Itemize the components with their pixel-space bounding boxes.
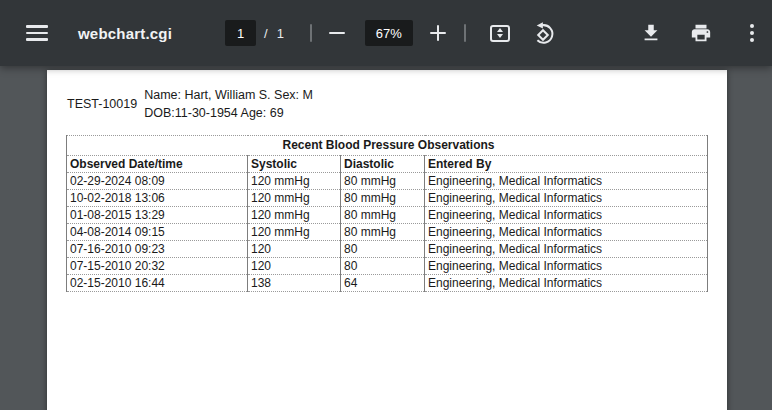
pdf-viewer-toolbar: webchart.cgi / 1 [0, 0, 772, 66]
table-header-row: Observed Date/time Systolic Diastolic En… [67, 156, 708, 173]
table-cell: Engineering, Medical Informatics [425, 275, 708, 292]
table-cell: Engineering, Medical Informatics [425, 207, 708, 224]
table-cell: 138 [248, 275, 341, 292]
page-zoom-controls: / 1 [225, 0, 560, 66]
table-cell: 120 mmHg [248, 224, 341, 241]
rotate-ccw-icon [532, 21, 556, 45]
table-cell: Engineering, Medical Informatics [425, 224, 708, 241]
toolbar-separator [310, 24, 312, 42]
zoom-level-input[interactable] [365, 20, 413, 46]
hamburger-icon [26, 25, 48, 41]
table-cell: 80 [341, 258, 425, 275]
table-cell: 120 mmHg [248, 173, 341, 190]
page-total: 1 [277, 26, 284, 41]
table-row: 01-08-2015 13:29120 mmHg80 mmHgEngineeri… [67, 207, 708, 224]
page-divider: / [264, 26, 268, 41]
table-body: 02-29-2024 08:09120 mmHg80 mmHgEngineeri… [67, 173, 708, 292]
document-title: webchart.cgi [78, 25, 172, 42]
more-options-button[interactable] [736, 18, 768, 48]
table-cell: 80 mmHg [341, 224, 425, 241]
table-cell: 80 [341, 241, 425, 258]
table-row: 04-08-2014 09:15120 mmHg80 mmHgEngineeri… [67, 224, 708, 241]
page-number-input[interactable] [225, 20, 256, 46]
table-row: 10-02-2018 13:06120 mmHg80 mmHgEngineeri… [67, 190, 708, 207]
table-cell: 02-15-2010 16:44 [67, 275, 248, 292]
rotate-button[interactable] [528, 17, 560, 49]
table-cell: Engineering, Medical Informatics [425, 241, 708, 258]
bp-observations-table: Recent Blood Pressure Observations Obser… [66, 135, 708, 292]
zoom-out-button[interactable] [325, 21, 349, 45]
table-cell: 01-08-2015 13:29 [67, 207, 248, 224]
table-cell: 120 [248, 241, 341, 258]
column-header-entered-by: Entered By [425, 156, 708, 173]
column-header-systolic: Systolic [248, 156, 341, 173]
more-vert-icon [740, 22, 764, 44]
table-row: 07-15-2010 20:3212080Engineering, Medica… [67, 258, 708, 275]
table-cell: Engineering, Medical Informatics [425, 190, 708, 207]
pdf-viewer-area[interactable]: TEST-10019 Name: Hart, William S. Sex: M… [0, 66, 772, 410]
table-row: 02-29-2024 08:09120 mmHg80 mmHgEngineeri… [67, 173, 708, 190]
table-cell: 80 mmHg [341, 207, 425, 224]
table-cell: Engineering, Medical Informatics [425, 258, 708, 275]
table-cell: 07-15-2010 20:32 [67, 258, 248, 275]
table-cell: 64 [341, 275, 425, 292]
fit-page-icon [490, 25, 510, 42]
table-cell: 80 mmHg [341, 173, 425, 190]
table-title: Recent Blood Pressure Observations [67, 136, 708, 156]
minus-icon [329, 32, 345, 34]
patient-dob-age: DOB:11-30-1954 Age: 69 [144, 104, 313, 122]
table-cell: 02-29-2024 08:09 [67, 173, 248, 190]
print-icon [690, 22, 712, 44]
toolbar-right-actions [636, 0, 768, 66]
toolbar-separator [464, 24, 466, 42]
print-button[interactable] [686, 18, 716, 48]
table-cell: 07-16-2010 09:23 [67, 241, 248, 258]
fit-to-page-button[interactable] [486, 21, 514, 46]
plus-icon [430, 25, 446, 41]
table-cell: 120 mmHg [248, 207, 341, 224]
table-cell: 120 mmHg [248, 190, 341, 207]
table-cell: 80 mmHg [341, 190, 425, 207]
column-header-observed: Observed Date/time [67, 156, 248, 173]
patient-header: TEST-10019 Name: Hart, William S. Sex: M… [67, 86, 313, 122]
download-button[interactable] [636, 18, 666, 48]
table-cell: 10-02-2018 13:06 [67, 190, 248, 207]
download-icon [640, 22, 662, 44]
table-row: 02-15-2010 16:4413864Engineering, Medica… [67, 275, 708, 292]
zoom-in-button[interactable] [426, 21, 450, 45]
pdf-page: TEST-10019 Name: Hart, William S. Sex: M… [47, 70, 727, 410]
table-cell: 120 [248, 258, 341, 275]
table-row: 07-16-2010 09:2312080Engineering, Medica… [67, 241, 708, 258]
menu-button[interactable] [22, 21, 52, 45]
patient-id: TEST-10019 [67, 97, 137, 111]
table-cell: Engineering, Medical Informatics [425, 173, 708, 190]
column-header-diastolic: Diastolic [341, 156, 425, 173]
table-title-row: Recent Blood Pressure Observations [67, 136, 708, 156]
table-cell: 04-08-2014 09:15 [67, 224, 248, 241]
patient-name-sex: Name: Hart, William S. Sex: M [144, 86, 313, 104]
